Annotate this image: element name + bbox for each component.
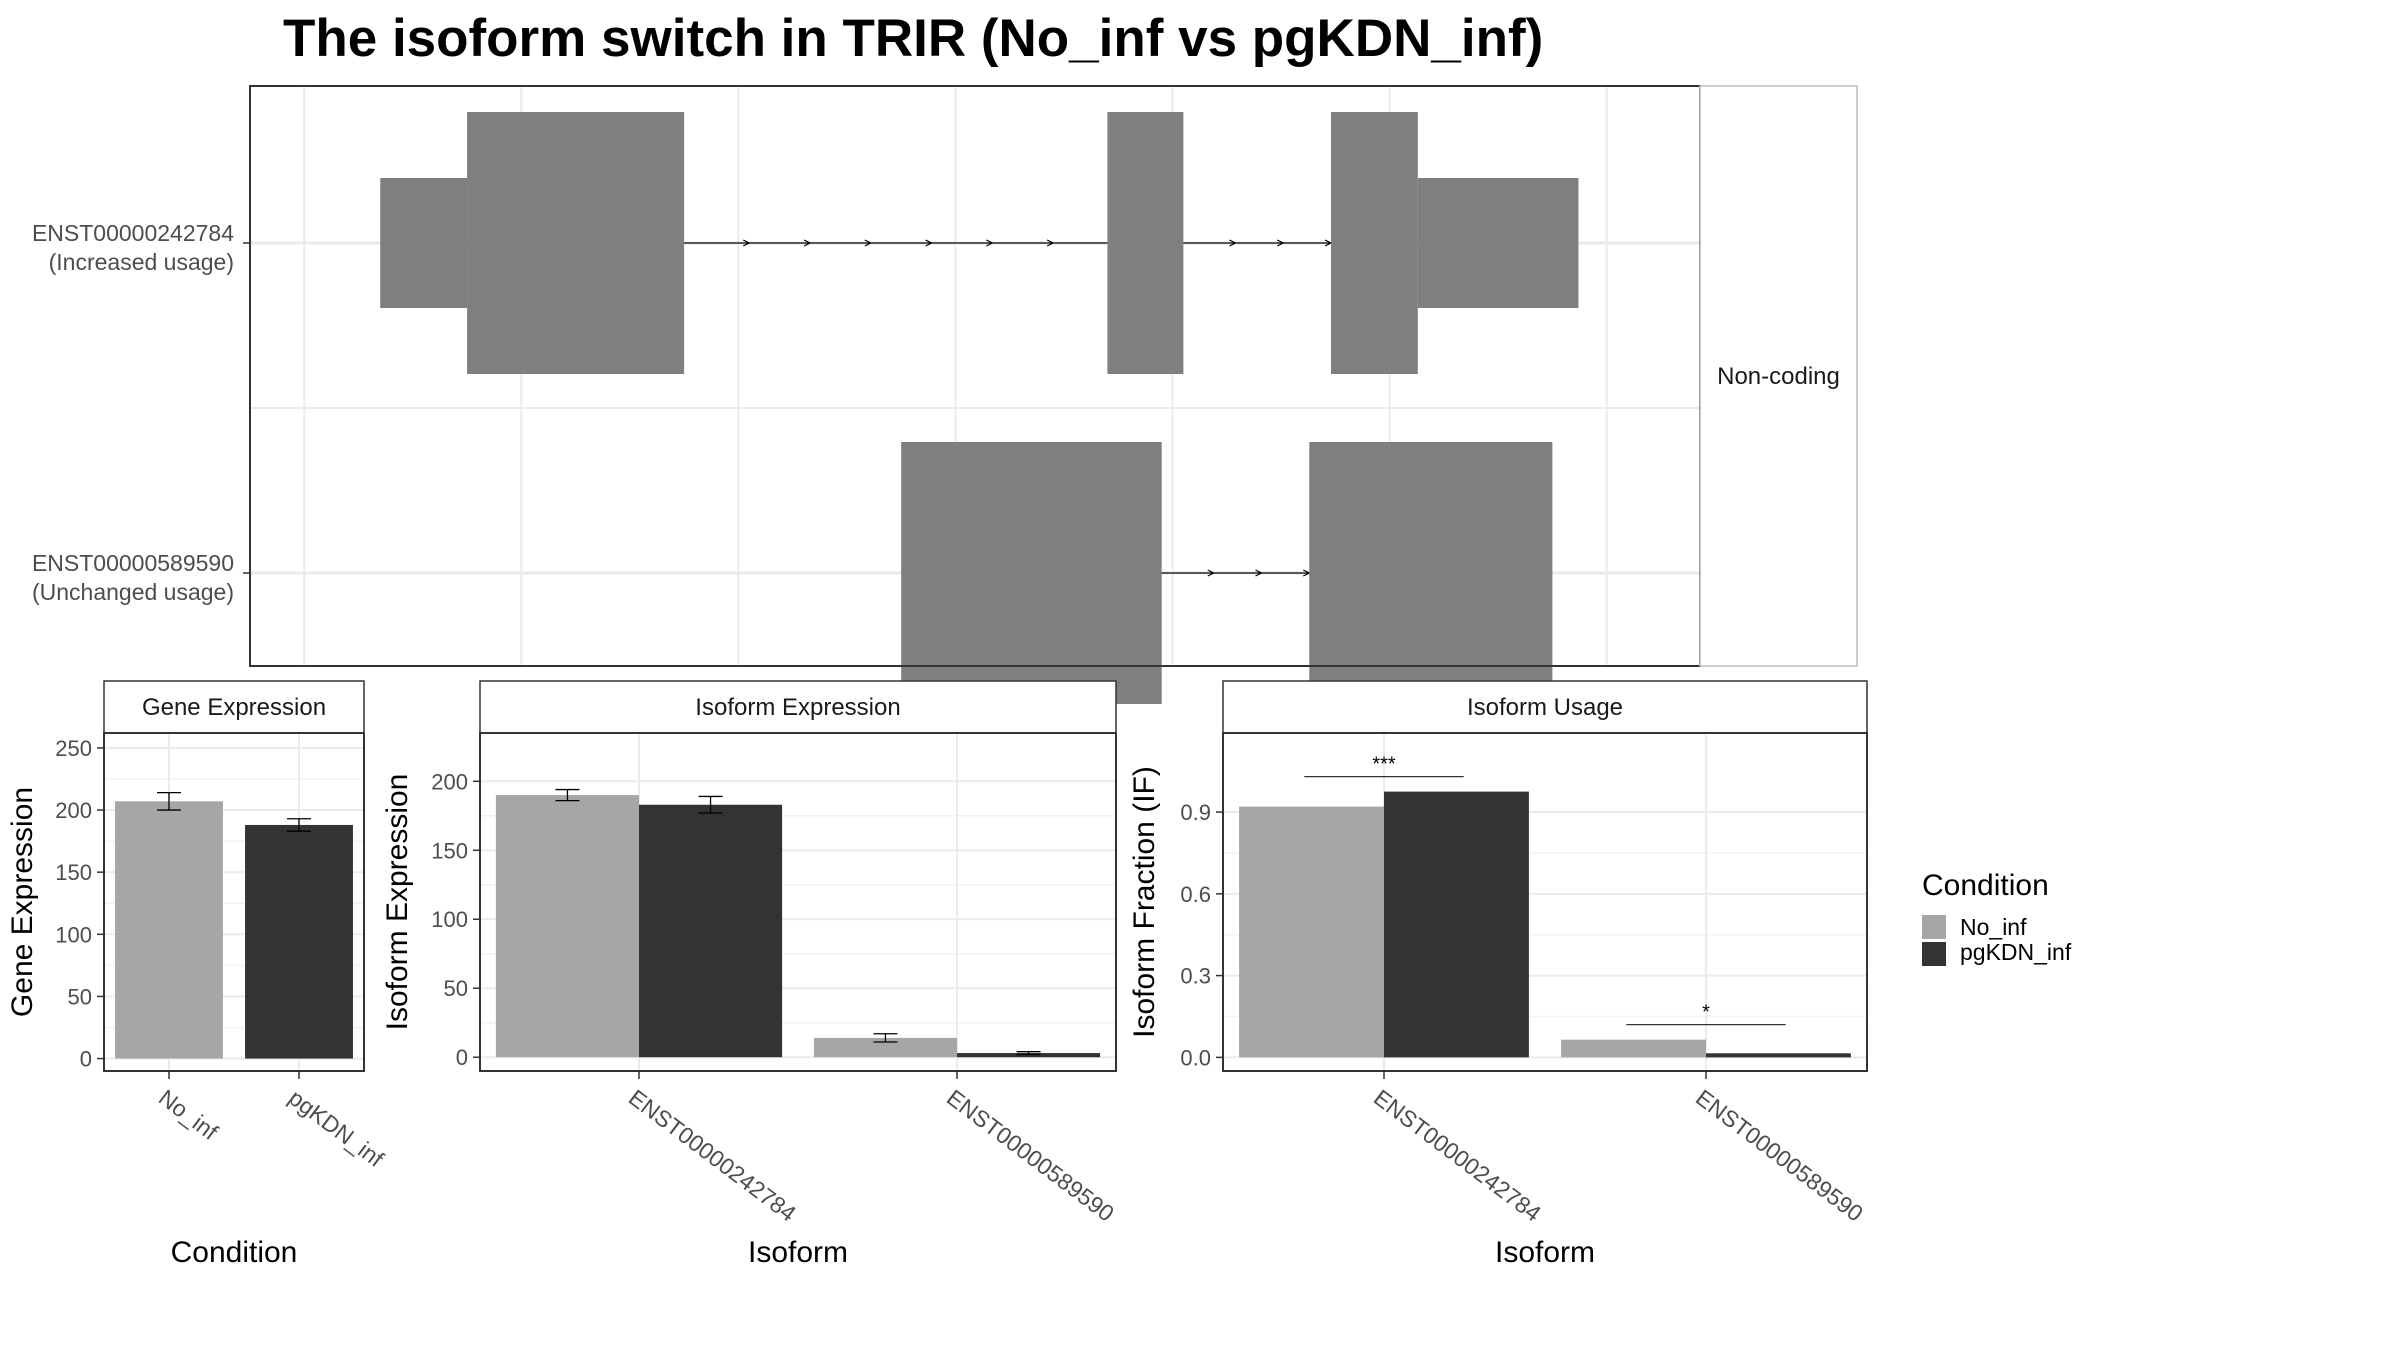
exon-cds xyxy=(901,442,1162,704)
strip-label: Gene Expression xyxy=(142,694,326,721)
error-bar xyxy=(157,791,181,811)
error-bar xyxy=(555,788,580,802)
tick-label-y: 200 xyxy=(431,769,468,794)
bar-no-inf xyxy=(813,1037,957,1058)
bar-pgkdn-inf xyxy=(245,824,353,1059)
tick-label-y: 200 xyxy=(55,798,92,823)
intron-arrow-icon xyxy=(1303,569,1311,577)
legend-key-pgkdn-inf xyxy=(1922,942,1946,966)
exon-utr xyxy=(380,178,468,308)
isoform-usage-plot: Isoform Usage0.00.30.60.9****ENST0000024… xyxy=(1128,680,1868,1269)
tick-label-y: 50 xyxy=(68,984,92,1009)
gene-structure-plot: ENST00000242784 (Increased usage) ENST0000… xyxy=(32,85,1858,704)
figure-title: The isoform switch in TRIR (No_inf vs pg… xyxy=(283,9,1543,68)
legend-label-pgkdn-inf: pgKDN_inf xyxy=(1960,939,2072,965)
exon-cds xyxy=(1107,112,1184,374)
intron-arrow-icon xyxy=(1276,239,1285,247)
tick-label-y: 100 xyxy=(55,922,92,947)
error-bar xyxy=(698,795,723,814)
tick-label-x: ENST00000589590 xyxy=(942,1084,1119,1226)
bar-pgkdn-inf xyxy=(1384,791,1529,1058)
error-bar xyxy=(287,818,311,832)
significance-label: *** xyxy=(1372,754,1396,776)
tick-label-y: 0 xyxy=(456,1045,468,1070)
exon-cds xyxy=(467,112,685,374)
tick-label-x: ENST00000242784 xyxy=(624,1084,801,1226)
tick-label-y: 0.0 xyxy=(1180,1045,1211,1070)
strip-label-non-coding: Non-coding xyxy=(1717,363,1840,390)
axis-title-x: Condition xyxy=(171,1236,298,1269)
tick-label-y: 50 xyxy=(444,976,468,1001)
error-bar xyxy=(873,1033,898,1043)
significance-label: * xyxy=(1702,1002,1710,1024)
tick-label-y: 150 xyxy=(55,860,92,885)
tick-label-y: 100 xyxy=(431,907,468,932)
strip xyxy=(479,680,1117,734)
error-bar xyxy=(1016,1051,1041,1056)
tick-label-y: 150 xyxy=(431,838,468,863)
axis-title-x: Isoform xyxy=(1495,1236,1595,1269)
intron-arrow-icon xyxy=(864,239,873,247)
tick-label-y: 0 xyxy=(80,1047,92,1072)
axis-title-y: Isoform Fraction (IF) xyxy=(1128,766,1161,1038)
transcript-usage-label: (Increased usage) xyxy=(49,249,234,275)
intron-arrow-icon xyxy=(803,239,812,247)
panel-border xyxy=(103,732,365,1072)
legend: Condition No_inf pgKDN_inf xyxy=(1922,869,2072,966)
legend-label-no-inf: No_inf xyxy=(1960,914,2027,940)
intron-arrow-icon xyxy=(1255,569,1263,577)
bar-no-inf xyxy=(1561,1039,1706,1058)
strip xyxy=(1222,680,1868,734)
exon-utr xyxy=(1417,178,1579,308)
strip-label: Isoform Expression xyxy=(695,694,900,721)
tick-label-x: ENST00000242784 xyxy=(1369,1084,1546,1226)
panel-border xyxy=(1222,732,1868,1072)
intron-arrow-icon xyxy=(1046,239,1055,247)
axis-title-y: Gene Expression xyxy=(6,787,39,1017)
intron-arrow-icon xyxy=(986,239,994,247)
tick-label-y: 250 xyxy=(55,736,92,761)
isoform-expression-plot: Isoform Expression 0 50 100 150 200 ENST000002… xyxy=(381,680,1119,1269)
intron-arrow-icon xyxy=(742,239,751,247)
bar-pgkdn-inf xyxy=(639,804,783,1058)
intron-arrow-icon xyxy=(1207,569,1216,577)
tick-label-x: pgKDN_inf xyxy=(284,1084,389,1172)
intron-arrow-icon xyxy=(925,239,933,247)
tick-label-y: 0.9 xyxy=(1180,800,1211,825)
legend-key-no-inf xyxy=(1922,915,1946,939)
tick-label-y: 0.3 xyxy=(1180,964,1211,989)
axis-title-y: Isoform Expression xyxy=(381,774,414,1031)
transcript-label: ENST00000589590 xyxy=(32,550,234,576)
intron-arrow-icon xyxy=(1229,239,1237,247)
tick-label-y: 0.6 xyxy=(1180,882,1211,907)
panel-border xyxy=(479,732,1117,1072)
exon-cds xyxy=(1330,112,1418,374)
gene-expression-plot: Gene Expression 0 50 100 150 200 250 No_inf pgKD… xyxy=(6,680,389,1269)
strip-label: Isoform Usage xyxy=(1467,694,1623,721)
exon-cds xyxy=(1309,442,1553,704)
structure-strip xyxy=(1699,85,1858,667)
transcript-label: ENST00000242784 xyxy=(32,220,234,246)
tick-label-x: ENST00000589590 xyxy=(1691,1084,1868,1226)
bar-pgkdn-inf xyxy=(957,1053,1101,1058)
bar-no-inf xyxy=(1239,806,1384,1058)
axis-title-x: Isoform xyxy=(748,1236,848,1269)
bar-pgkdn-inf xyxy=(1706,1053,1851,1058)
legend-title: Condition xyxy=(1922,869,2049,902)
bar-no-inf xyxy=(495,795,639,1058)
tick-label-x: No_inf xyxy=(154,1084,223,1145)
transcript-usage-label: (Unchanged usage) xyxy=(32,579,234,605)
bar-no-inf xyxy=(115,801,223,1059)
